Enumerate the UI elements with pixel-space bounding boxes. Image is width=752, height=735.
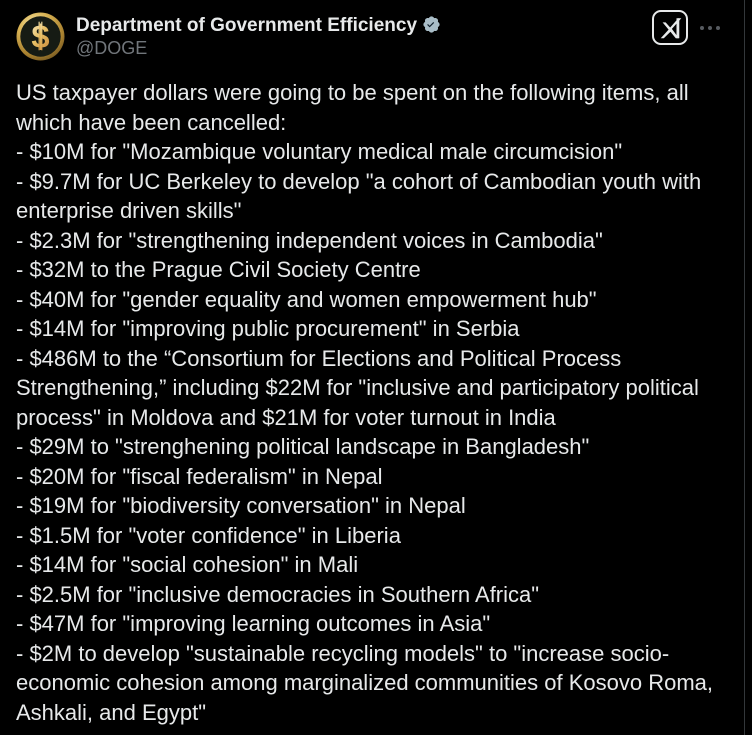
svg-text:$: $	[31, 18, 49, 55]
